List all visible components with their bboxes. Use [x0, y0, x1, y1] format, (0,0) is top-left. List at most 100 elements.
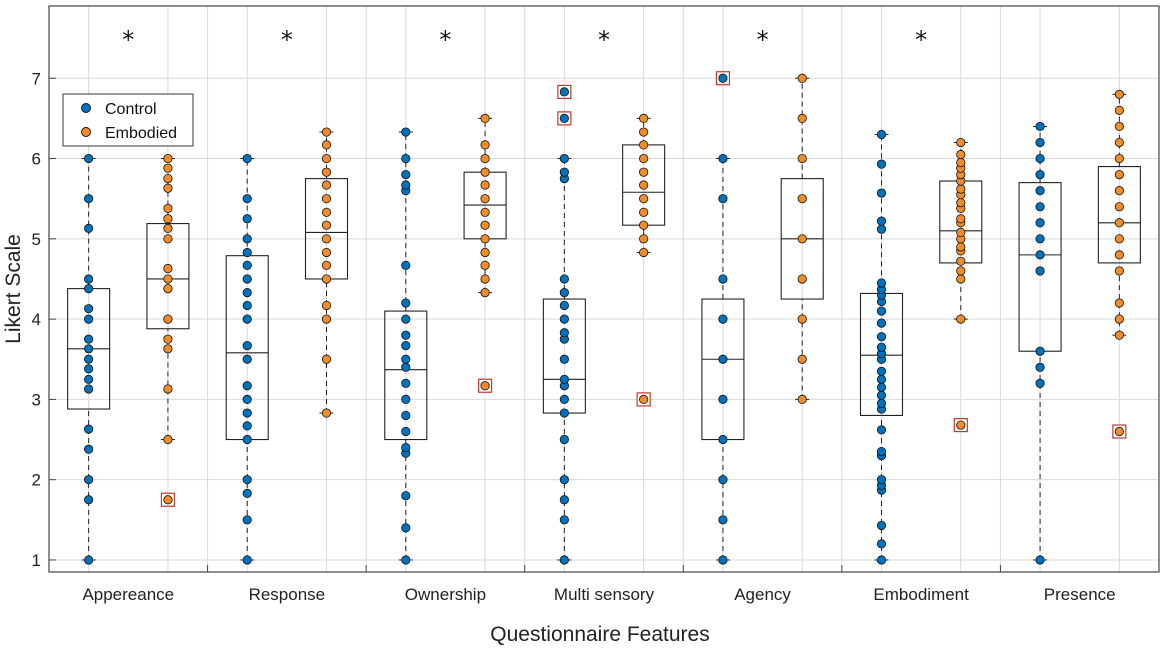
- data-point-embodied: [639, 113, 649, 123]
- data-point-embodied: [480, 113, 490, 123]
- data-point-embodied: [1114, 89, 1124, 99]
- data-point-control: [876, 374, 887, 384]
- data-point-embodied: [163, 163, 173, 173]
- data-point-embodied: [163, 274, 173, 284]
- data-point-embodied: [321, 207, 332, 217]
- data-point-embodied: [480, 207, 490, 217]
- data-point-control: [559, 300, 569, 311]
- data-point-embodied: [321, 220, 332, 230]
- data-point-embodied: [321, 194, 332, 204]
- data-point-control: [718, 475, 728, 485]
- data-point-embodied: [1114, 202, 1124, 212]
- data-point-embodied: [956, 198, 966, 208]
- data-point-control: [559, 167, 569, 177]
- data-point-embodied: [163, 434, 173, 445]
- data-point-control: [559, 328, 569, 338]
- data-point-control: [876, 475, 887, 485]
- data-point-control: [559, 288, 569, 298]
- data-point-control: [559, 555, 569, 565]
- data-point-embodied: [1114, 234, 1124, 244]
- data-point-embodied: [480, 247, 490, 258]
- significance-markers: * * * * * *: [122, 26, 927, 54]
- data-point-embodied: [639, 140, 649, 150]
- y-tick-label: 7: [32, 69, 41, 88]
- legend-swatch-control: [81, 103, 91, 113]
- data-point-control: [559, 408, 569, 418]
- data-point-embodied: [797, 194, 807, 204]
- data-point-embodied: [163, 183, 173, 193]
- data-point-embodied: [1114, 250, 1124, 260]
- data-point-embodied: [797, 274, 807, 284]
- data-point-control: [718, 314, 728, 324]
- legend-swatch-embodied: [81, 127, 91, 137]
- data-point-control: [718, 515, 728, 525]
- x-tick-label: Response: [249, 585, 326, 604]
- y-tick-label: 4: [32, 310, 41, 329]
- data-point-control: [559, 354, 569, 364]
- data-point-embodied: [163, 263, 173, 274]
- data-point-embodied: [480, 140, 490, 150]
- data-point-control: [242, 421, 252, 431]
- data-point-control: [242, 381, 252, 391]
- data-point-control: [401, 362, 411, 372]
- data-point-control: [242, 194, 252, 204]
- data-point-embodied: [480, 234, 490, 244]
- data-point-control: [242, 488, 252, 498]
- box-control: [384, 310, 428, 441]
- legend: Control Embodied: [62, 93, 194, 147]
- outlier-point-embodied: [163, 495, 173, 505]
- box-embodied: [1097, 166, 1141, 264]
- significance-star: *: [439, 26, 451, 54]
- data-point-embodied: [1114, 105, 1124, 115]
- data-point-control: [876, 382, 887, 392]
- data-point-control: [876, 398, 887, 409]
- axes: 1 2 3 4 5 6 7 Appereance Response Ownership Multi …: [32, 69, 1116, 604]
- data-point-embodied: [956, 184, 966, 194]
- data-point-embodied: [1114, 266, 1124, 276]
- data-point-embodied: [797, 113, 807, 123]
- data-point-control: [242, 314, 252, 324]
- outlier-point-embodied: [1114, 426, 1124, 437]
- data-point-embodied: [956, 214, 966, 224]
- data-point-control: [559, 475, 569, 485]
- data-point-embodied: [1114, 298, 1124, 308]
- data-point-control: [876, 216, 887, 226]
- data-point-control: [1035, 121, 1045, 132]
- data-point-embodied: [321, 314, 332, 324]
- legend-label-control: Control: [105, 101, 157, 118]
- data-point-control: [401, 354, 411, 364]
- data-point-control: [401, 394, 411, 404]
- x-tick-label: Ownership: [405, 585, 486, 604]
- data-point-embodied: [1114, 314, 1124, 324]
- data-point-control: [84, 384, 94, 394]
- data-point-control: [84, 274, 94, 284]
- data-point-control: [1035, 234, 1045, 244]
- significance-star: *: [122, 26, 134, 54]
- data-point-embodied: [480, 274, 490, 284]
- legend-box: [62, 93, 194, 147]
- data-point-embodied: [956, 137, 966, 148]
- data-point-embodied: [163, 153, 173, 164]
- data-point-embodied: [956, 256, 966, 266]
- data-point-embodied: [1114, 137, 1124, 148]
- data-point-control: [401, 555, 411, 565]
- data-point-embodied: [639, 220, 649, 230]
- data-point-embodied: [163, 314, 173, 324]
- data-point-control: [242, 394, 252, 404]
- data-point-control: [1035, 266, 1045, 276]
- data-point-control: [401, 491, 411, 501]
- outlier-point-embodied: [956, 420, 966, 430]
- data-point-embodied: [639, 247, 649, 258]
- data-point-control: [718, 274, 728, 284]
- data-point-control: [84, 374, 94, 384]
- data-point-control: [718, 194, 728, 204]
- data-point-control: [401, 523, 411, 533]
- outlier-point-control: [559, 87, 569, 97]
- data-point-embodied: [956, 266, 966, 276]
- outlier-point-control: [559, 113, 569, 123]
- data-point-embodied: [797, 73, 807, 83]
- data-point-embodied: [639, 207, 649, 217]
- data-point-embodied: [321, 260, 332, 270]
- data-point-control: [401, 298, 411, 308]
